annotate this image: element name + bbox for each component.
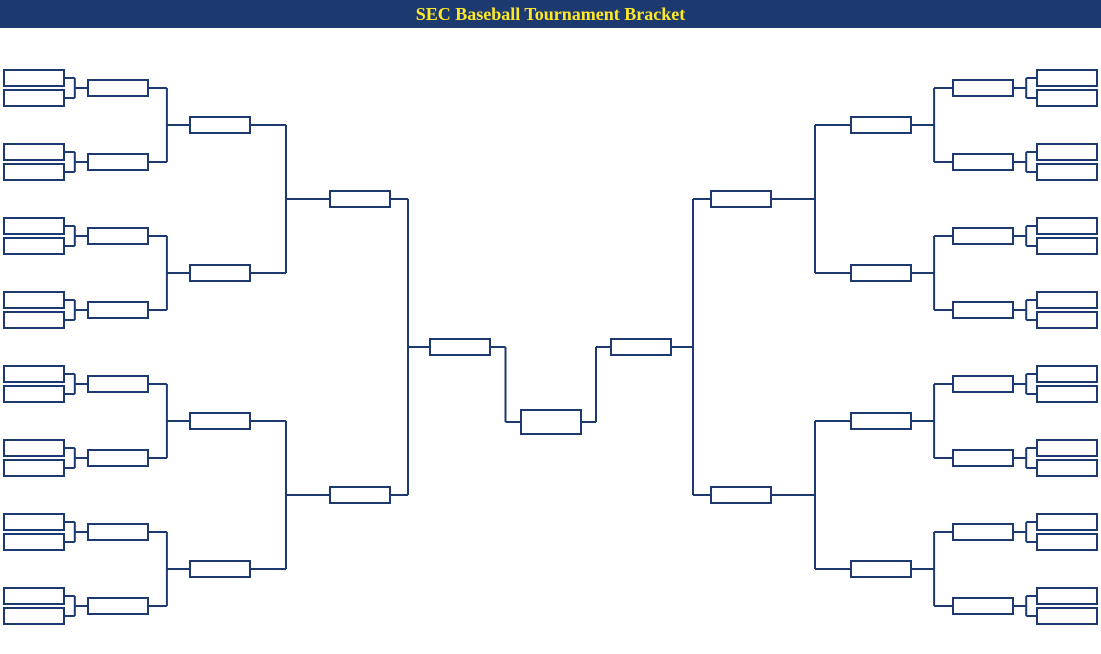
bracket-slot: [88, 80, 148, 96]
bracket-slot: [4, 440, 64, 456]
bracket-slot: [1037, 164, 1097, 180]
bracket-slot: [1037, 366, 1097, 382]
bracket-slot: [88, 376, 148, 392]
bracket-slot: [1037, 312, 1097, 328]
bracket-slot: [953, 80, 1013, 96]
bracket-slot: [4, 144, 64, 160]
bracket-slot: [1037, 514, 1097, 530]
bracket-slot: [1037, 386, 1097, 402]
bracket-slot: [953, 302, 1013, 318]
bracket-slot: [953, 598, 1013, 614]
bracket-diagram: [0, 28, 1101, 654]
bracket-slot: [88, 302, 148, 318]
bracket-slot: [190, 117, 250, 133]
bracket-slot: [1037, 144, 1097, 160]
bracket-slot: [4, 218, 64, 234]
bracket-slot: [4, 588, 64, 604]
bracket-slot: [88, 598, 148, 614]
bracket-slot: [4, 90, 64, 106]
bracket-slot: [1037, 534, 1097, 550]
bracket-slot: [190, 265, 250, 281]
bracket-slot: [1037, 90, 1097, 106]
bracket-slot: [4, 164, 64, 180]
bracket-slot: [953, 228, 1013, 244]
bracket-slot: [4, 70, 64, 86]
bracket-slot: [4, 534, 64, 550]
bracket-slot: [4, 366, 64, 382]
bracket-slot: [88, 524, 148, 540]
bracket-slot: [330, 191, 390, 207]
bracket-slot: [953, 376, 1013, 392]
bracket-slot: [4, 312, 64, 328]
bracket-slot: [4, 386, 64, 402]
bracket-slot: [611, 339, 671, 355]
bracket-slot: [4, 238, 64, 254]
bracket-slot: [1037, 460, 1097, 476]
bracket-slot: [4, 514, 64, 530]
bracket-slot: [1037, 218, 1097, 234]
bracket-slot: [1037, 238, 1097, 254]
bracket-slot: [851, 561, 911, 577]
bracket-slot: [711, 487, 771, 503]
bracket-slot: [4, 292, 64, 308]
bracket-slot: [953, 450, 1013, 466]
page-title: SEC Baseball Tournament Bracket: [0, 0, 1101, 28]
bracket-slot: [190, 413, 250, 429]
bracket-slot: [190, 561, 250, 577]
bracket-slot: [430, 339, 490, 355]
bracket-slot: [1037, 70, 1097, 86]
bracket-slot: [851, 413, 911, 429]
bracket-slot: [953, 524, 1013, 540]
bracket-slot: [4, 460, 64, 476]
bracket-slot: [1037, 588, 1097, 604]
bracket-slot: [88, 228, 148, 244]
bracket-slot: [953, 154, 1013, 170]
champion-slot: [521, 410, 581, 434]
bracket-slot: [851, 117, 911, 133]
bracket-slot: [711, 191, 771, 207]
bracket-slot: [1037, 292, 1097, 308]
bracket-slot: [88, 450, 148, 466]
bracket-slot: [4, 608, 64, 624]
bracket-slot: [1037, 608, 1097, 624]
bracket-slot: [88, 154, 148, 170]
bracket-slot: [330, 487, 390, 503]
bracket-slot: [851, 265, 911, 281]
bracket-slot: [1037, 440, 1097, 456]
